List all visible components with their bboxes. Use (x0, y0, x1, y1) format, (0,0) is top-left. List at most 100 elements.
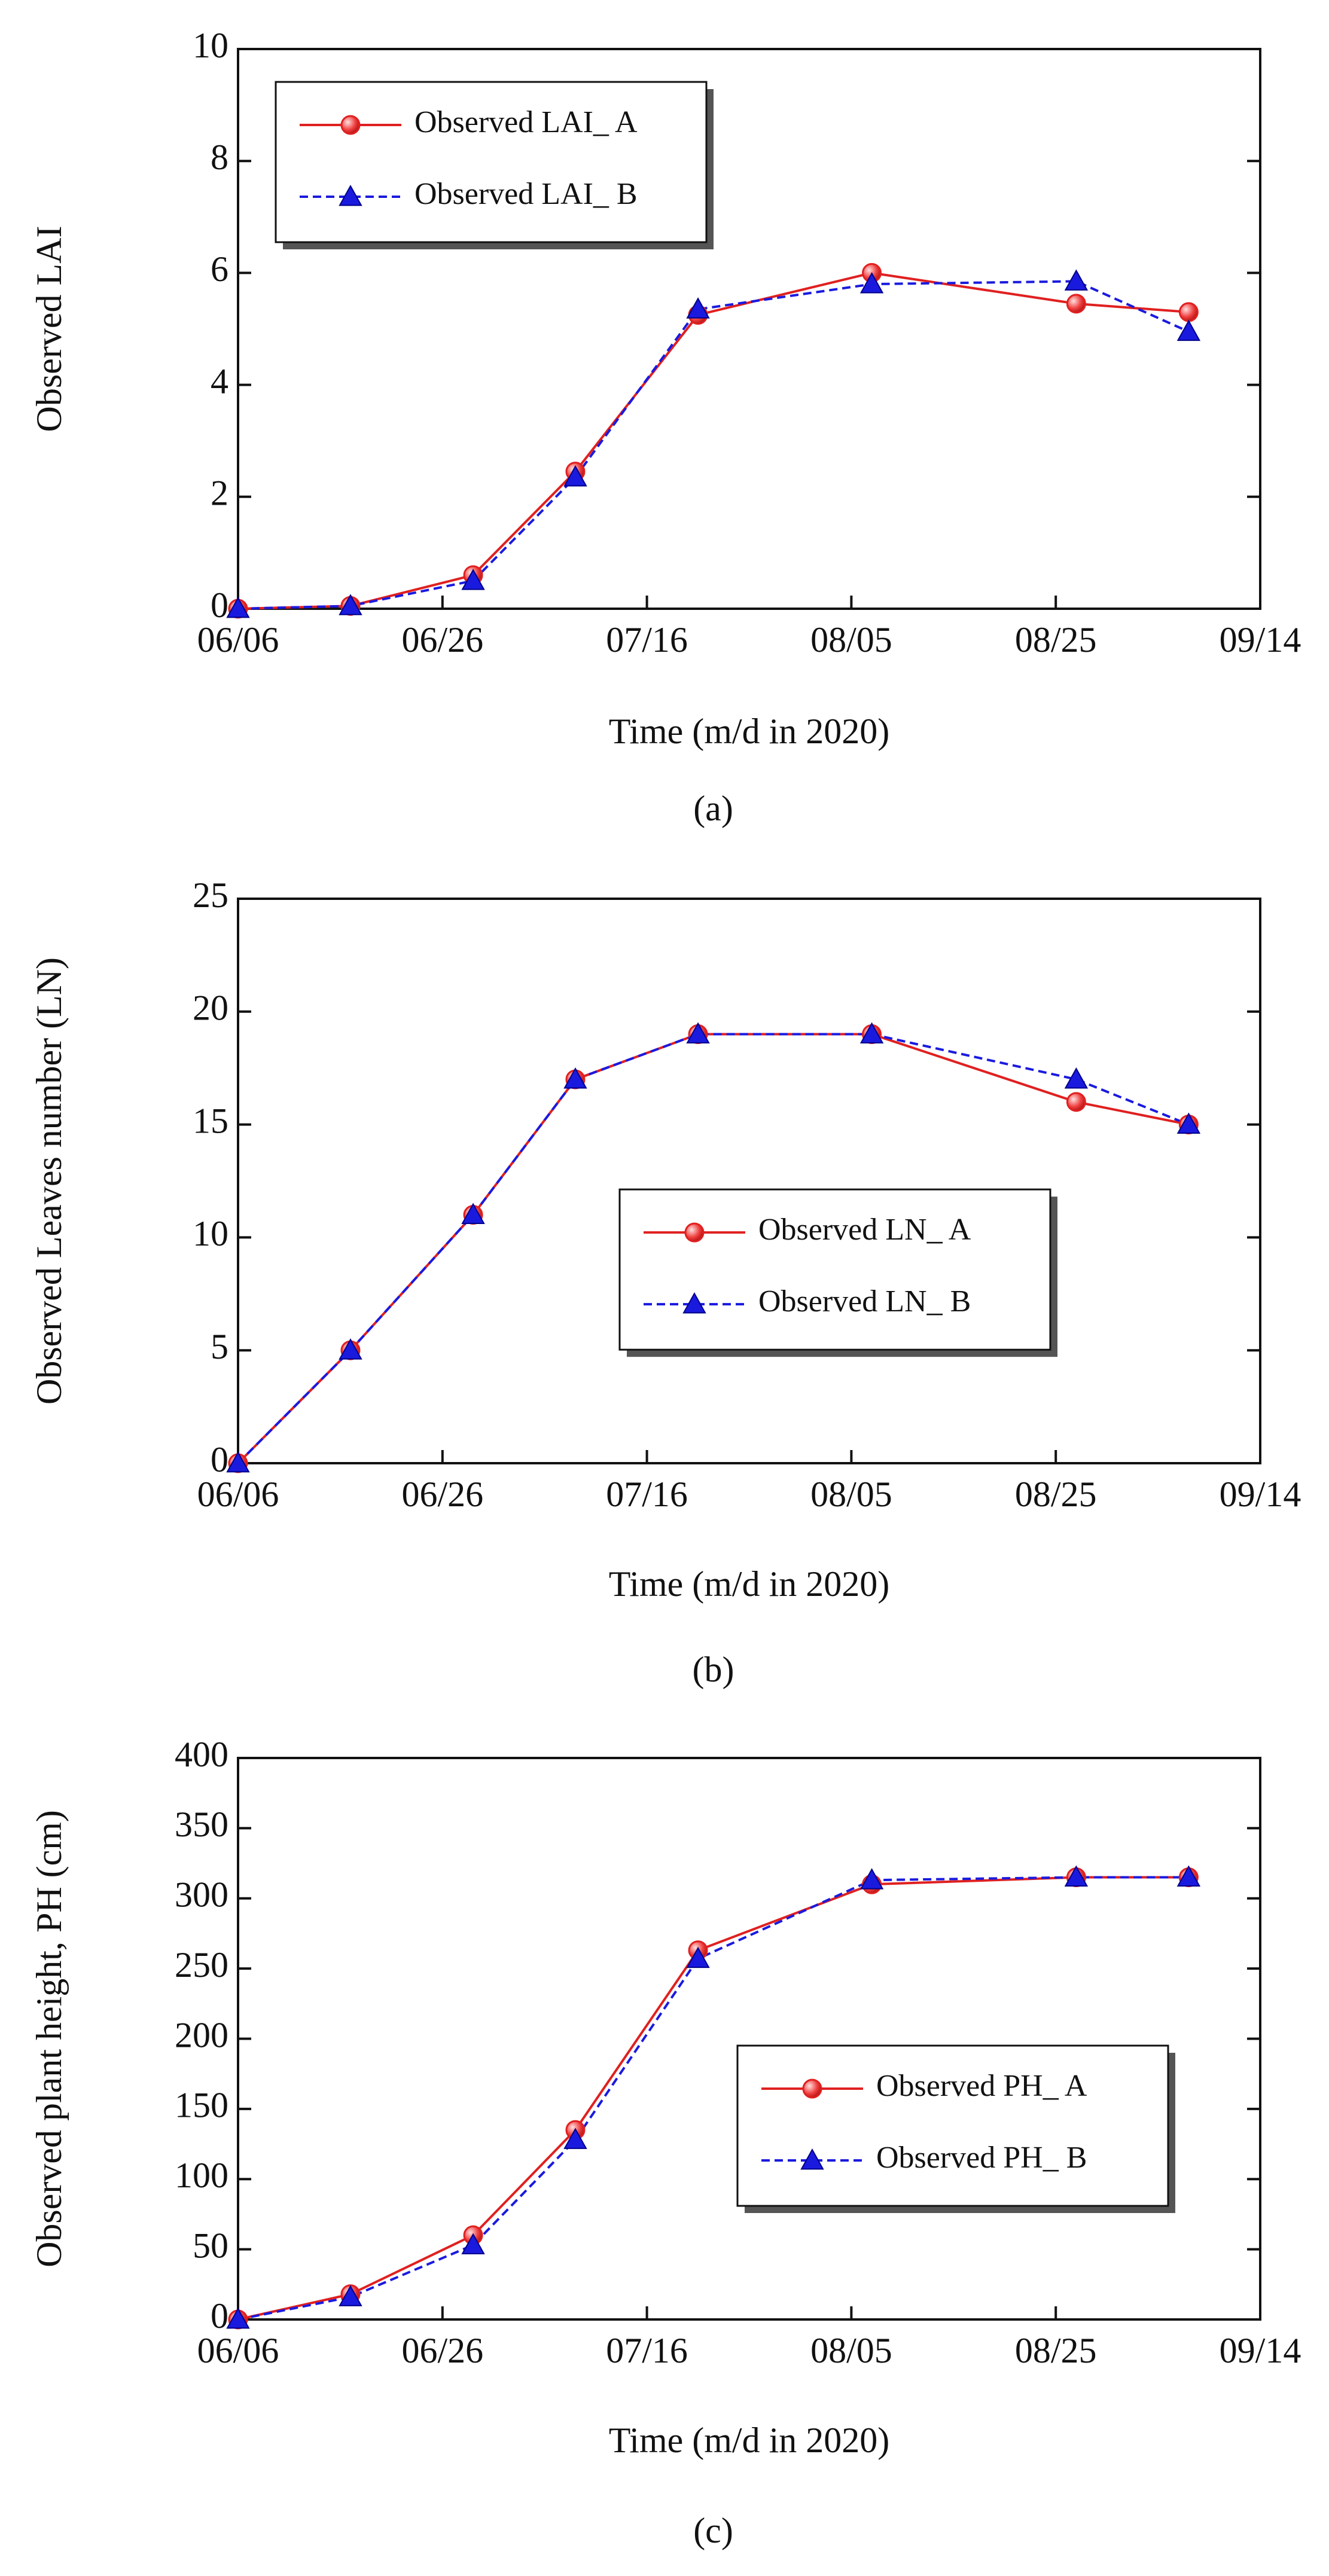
x-tick-label: 06/06 (197, 2331, 279, 2370)
marker-triangle (686, 1946, 710, 1968)
panel-caption: (b) (693, 1650, 734, 1689)
marker-triangle (226, 2307, 250, 2329)
marker-triangle (563, 1067, 587, 1089)
marker-triangle (800, 2148, 824, 2170)
marker-triangle (339, 184, 362, 206)
x-tick-label: 08/25 (1015, 1475, 1097, 1514)
x-tick-label: 09/14 (1220, 1475, 1301, 1514)
legend: Observed LN_ A Observed LN_ B (618, 1188, 1057, 1357)
y-tick-label: 100 (175, 2156, 228, 2195)
x-axis-label: Time (m/d in 2020) (609, 712, 889, 751)
marker-triangle (686, 1022, 710, 1043)
marker-triangle (1176, 319, 1201, 341)
marker-triangle (859, 1868, 884, 1890)
marker-circle (1178, 302, 1199, 322)
x-tick-label: 07/16 (606, 2331, 688, 2370)
panel-caption: (a) (693, 789, 733, 828)
plot-frame (237, 898, 1261, 1464)
y-tick-label: 5 (211, 1327, 228, 1366)
series-line (237, 1876, 1189, 2321)
y-tick-label: 200 (175, 2015, 228, 2055)
marker-triangle (461, 2233, 485, 2254)
marker-triangle (226, 1451, 250, 1473)
y-tick-label: 0 (211, 585, 228, 625)
y-tick-label: 2 (211, 474, 228, 513)
x-axis-label: Time (m/d in 2020) (609, 1564, 889, 1604)
y-tick-label: 8 (211, 138, 228, 177)
marker-triangle (226, 596, 250, 618)
marker-triangle (686, 297, 710, 319)
legend-box (736, 2044, 1169, 2207)
marker-circle (684, 1222, 705, 1243)
marker-triangle (339, 2285, 362, 2306)
x-tick-label: 06/06 (197, 620, 279, 660)
x-tick-label: 08/05 (810, 1475, 892, 1514)
y-tick-label: 150 (175, 2086, 228, 2125)
x-tick-label: 08/05 (810, 2331, 892, 2370)
x-tick-label: 09/14 (1220, 2331, 1301, 2370)
marker-circle (340, 115, 361, 135)
marker-triangle (682, 1292, 706, 1314)
legend-label: Observed PH_ A (876, 2069, 1087, 2103)
x-tick-label: 08/05 (810, 620, 892, 660)
chart-panel: 0 5 10 15 20 25 06/06 06/26 07/16 08/05 08/25 09/14… (29, 875, 1301, 1689)
chart-panel: 0 50 100 150 200 250 300 350 400 06/06 06/26 07/16 0… (29, 1735, 1301, 2550)
marker-triangle (461, 1202, 485, 1225)
marker-triangle (859, 1022, 884, 1043)
x-tick-label: 06/26 (401, 1475, 483, 1514)
legend: Observed LAI_ A Observed LAI_ B (275, 81, 714, 249)
marker-triangle (1064, 1067, 1089, 1089)
y-axis-label: Observed Leaves number (LN) (29, 957, 69, 1405)
marker-triangle (1064, 269, 1089, 291)
marker-triangle (339, 1338, 362, 1360)
marker-circle (802, 2078, 822, 2099)
y-tick-label: 400 (175, 1735, 228, 1774)
x-tick-label: 07/16 (606, 1475, 688, 1514)
legend-label: Observed LN_ A (758, 1213, 971, 1247)
y-tick-label: 0 (211, 2296, 228, 2336)
marker-triangle (339, 594, 362, 615)
marker-triangle (1064, 1865, 1089, 1887)
y-tick-label: 15 (193, 1101, 228, 1140)
y-tick-label: 25 (193, 875, 228, 915)
marker-triangle (1176, 1865, 1201, 1887)
series-line (237, 1033, 1190, 1464)
y-axis-label: Observed LAI (29, 226, 69, 432)
y-axis-label: Observed plant height, PH (cm) (29, 1810, 69, 2267)
legend-box (618, 1188, 1051, 1351)
marker-triangle (461, 569, 485, 590)
legend-label: Observed LAI_ B (414, 177, 638, 211)
x-tick-label: 09/14 (1220, 620, 1301, 660)
legend-box (275, 81, 708, 243)
y-tick-label: 10 (193, 1214, 228, 1253)
legend-label: Observed LAI_ A (414, 105, 638, 139)
legend: Observed PH_ A Observed PH_ B (736, 2044, 1175, 2213)
legend-label: Observed LN_ B (758, 1284, 971, 1318)
y-tick-label: 250 (175, 1945, 228, 1985)
x-tick-label: 08/25 (1015, 2331, 1097, 2370)
series-line (237, 271, 1189, 610)
series-line (237, 280, 1190, 610)
x-tick-label: 07/16 (606, 620, 688, 660)
x-tick-label: 06/26 (401, 620, 483, 660)
marker-triangle (859, 272, 884, 294)
y-tick-label: 6 (211, 249, 228, 289)
y-tick-label: 350 (175, 1805, 228, 1844)
y-tick-label: 0 (211, 1440, 228, 1479)
marker-triangle (1176, 1112, 1201, 1134)
marker-triangle (563, 2128, 587, 2149)
panel-caption: (c) (693, 2511, 733, 2550)
legend-label: Observed PH_ B (876, 2141, 1087, 2175)
y-tick-label: 50 (193, 2226, 228, 2265)
x-tick-label: 06/26 (401, 2331, 483, 2370)
x-axis-label: Time (m/d in 2020) (609, 2421, 889, 2460)
y-tick-label: 4 (211, 361, 228, 401)
y-tick-label: 20 (193, 988, 228, 1028)
chart-panel: 0 2 4 6 8 10 06/06 06/26 07/16 08/05 08/25 09/14 Tim… (29, 26, 1301, 828)
x-tick-label: 08/25 (1015, 620, 1097, 660)
marker-circle (1066, 1092, 1086, 1112)
y-tick-label: 10 (193, 26, 228, 65)
